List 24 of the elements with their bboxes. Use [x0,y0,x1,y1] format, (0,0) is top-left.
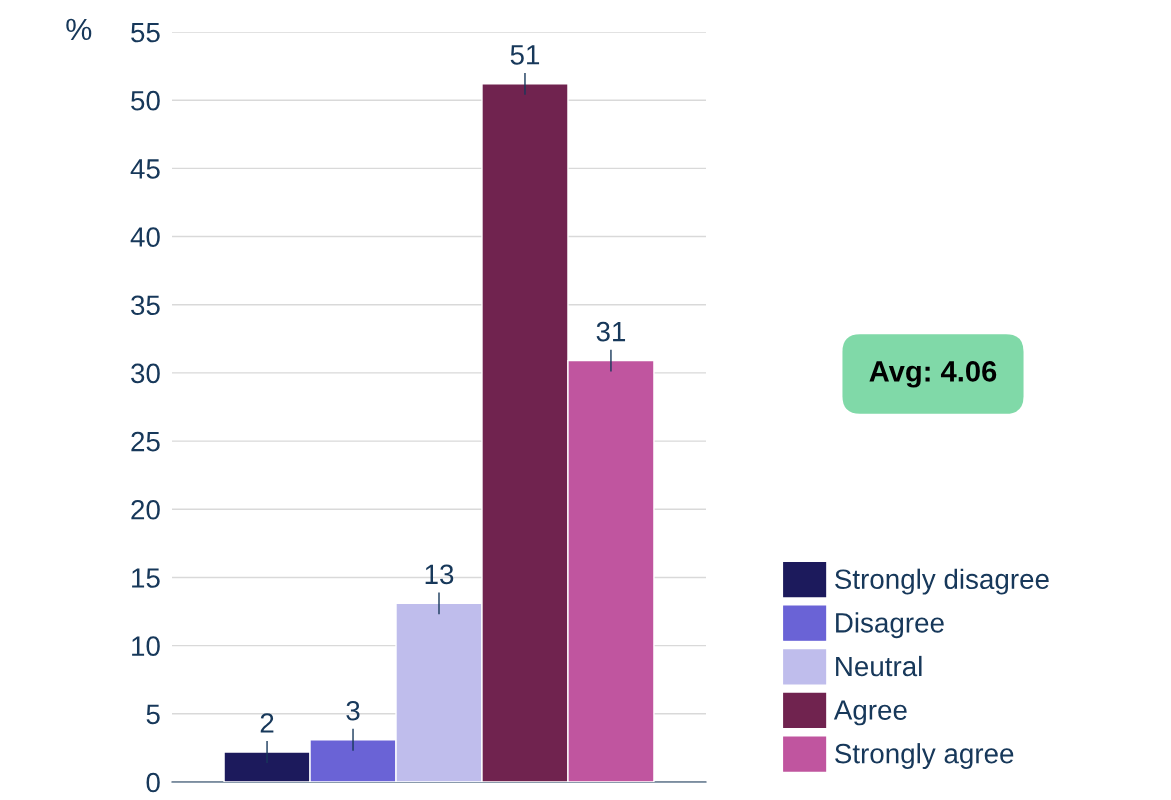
text: Avg: 4.06 [869,361,997,388]
y-tick-label: 55 [131,22,160,43]
y-tick-label: 5 [146,704,160,725]
data-label: 51 [510,45,540,65]
data-label: 3 [346,700,360,721]
legend-label: Disagree [836,612,944,639]
y-axis-title: % [66,18,92,41]
y-tick-label: 50 [131,90,160,111]
y-tick-label: 20 [131,499,160,520]
legend-label: Strongly disagree [835,568,1049,595]
data-label: 31 [596,321,626,342]
data-label: 2 [260,713,274,733]
legend-label: Neutral [836,655,922,677]
y-tick-label: 15 [132,568,160,588]
y-tick-label: 25 [131,431,160,452]
y-tick-label: 35 [131,295,160,316]
y-tick-label: 0 [146,772,160,793]
y-tick-label: 45 [130,159,160,179]
legend-label: Strongly agree [835,743,1014,769]
y-tick-label: 10 [132,636,160,656]
legend-label: Agree [833,700,907,726]
data-label: 13 [425,564,454,585]
y-tick-label: 30 [131,363,160,384]
y-tick-label: 40 [130,227,160,247]
